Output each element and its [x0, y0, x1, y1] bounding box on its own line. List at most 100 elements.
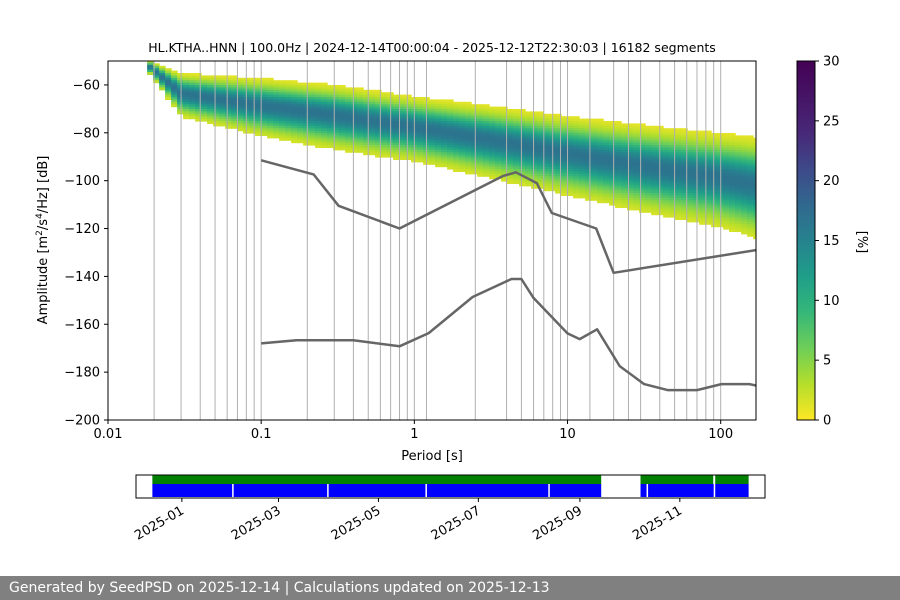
density-cell — [453, 164, 460, 168]
density-cell — [735, 181, 742, 184]
density-cell — [207, 85, 214, 88]
density-cell — [555, 152, 562, 156]
density-cell — [597, 152, 604, 156]
density-cell — [561, 181, 568, 184]
density-cell — [567, 164, 574, 168]
density-cell — [429, 145, 436, 148]
density-cell — [729, 207, 736, 211]
density-cell — [303, 130, 310, 134]
density-cell — [477, 121, 484, 124]
density-cell — [435, 116, 442, 120]
density-cell — [357, 135, 364, 139]
density-cell — [477, 135, 484, 139]
density-cell — [219, 77, 226, 81]
density-cell — [681, 159, 688, 163]
density-cell — [327, 142, 334, 146]
density-cell — [279, 94, 286, 98]
density-cell — [165, 85, 172, 88]
density-cell — [531, 147, 538, 151]
density-cell — [393, 94, 400, 98]
density-cell — [417, 159, 424, 163]
density-cell — [267, 80, 274, 84]
density-cell — [627, 181, 634, 184]
y-tick-label: −160 — [64, 318, 100, 333]
density-cell — [627, 125, 634, 129]
density-cell — [501, 147, 508, 151]
density-cell — [171, 89, 178, 93]
density-cell — [435, 164, 442, 168]
density-cell — [315, 140, 322, 144]
density-cell — [465, 142, 472, 146]
density-cell — [555, 125, 562, 129]
colorbar-tick-label: 10 — [823, 294, 840, 309]
density-cell — [489, 166, 496, 170]
density-cell — [489, 118, 496, 122]
density-cell — [453, 137, 460, 141]
density-cell — [687, 202, 694, 206]
density-cell — [639, 200, 646, 204]
density-cell — [315, 118, 322, 122]
density-cell — [297, 85, 304, 88]
density-cell — [753, 200, 756, 204]
density-cell — [597, 183, 604, 187]
density-cell — [315, 121, 322, 124]
density-cell — [693, 207, 700, 211]
density-cell — [609, 123, 616, 127]
density-cell — [585, 164, 592, 168]
density-cell — [663, 164, 670, 168]
density-cell — [369, 121, 376, 124]
density-cell — [597, 157, 604, 160]
density-cell — [753, 145, 756, 148]
density-cell — [465, 164, 472, 168]
density-cell — [273, 106, 280, 110]
density-cell — [651, 128, 658, 132]
density-cell — [615, 183, 622, 187]
density-cell — [639, 137, 646, 141]
density-cell — [345, 104, 352, 108]
density-cell — [345, 113, 352, 117]
density-cell — [525, 123, 532, 127]
density-cell — [375, 111, 382, 115]
density-cell — [279, 135, 286, 139]
density-cell — [621, 135, 628, 139]
density-cell — [705, 140, 712, 144]
density-cell — [753, 193, 756, 196]
density-cell — [345, 142, 352, 146]
density-cell — [471, 130, 478, 134]
density-cell — [687, 133, 694, 136]
density-cell — [171, 87, 178, 91]
density-cell — [705, 181, 712, 184]
density-cell — [753, 181, 756, 184]
density-cell — [405, 94, 412, 98]
density-cell — [219, 80, 226, 84]
density-cell — [591, 178, 598, 182]
density-cell — [369, 130, 376, 134]
density-cell — [675, 212, 682, 216]
density-cell — [303, 111, 310, 115]
density-cell — [669, 212, 676, 216]
density-cell — [393, 157, 400, 160]
density-cell — [567, 140, 574, 144]
density-cell — [657, 164, 664, 168]
density-cell — [165, 92, 172, 96]
density-cell — [711, 188, 718, 192]
timeline-date-ticks: 2025-01 2025-03 2025-05 2025-07 2025-09 2025-… — [132, 498, 685, 544]
density-cell — [177, 101, 184, 105]
y-axis-label-mid: /s — [36, 219, 51, 230]
density-cell — [615, 169, 622, 172]
density-cell — [669, 200, 676, 204]
density-cell — [189, 87, 196, 91]
density-cell — [633, 123, 640, 127]
density-cell — [321, 123, 328, 127]
density-cell — [501, 169, 508, 172]
density-cell — [375, 149, 382, 153]
density-cell — [627, 152, 634, 156]
density-cell — [357, 113, 364, 117]
density-cell — [675, 137, 682, 141]
density-cell — [273, 111, 280, 115]
density-cell — [573, 164, 580, 168]
density-cell — [507, 125, 514, 129]
density-cell — [525, 181, 532, 184]
density-cell — [471, 166, 478, 170]
